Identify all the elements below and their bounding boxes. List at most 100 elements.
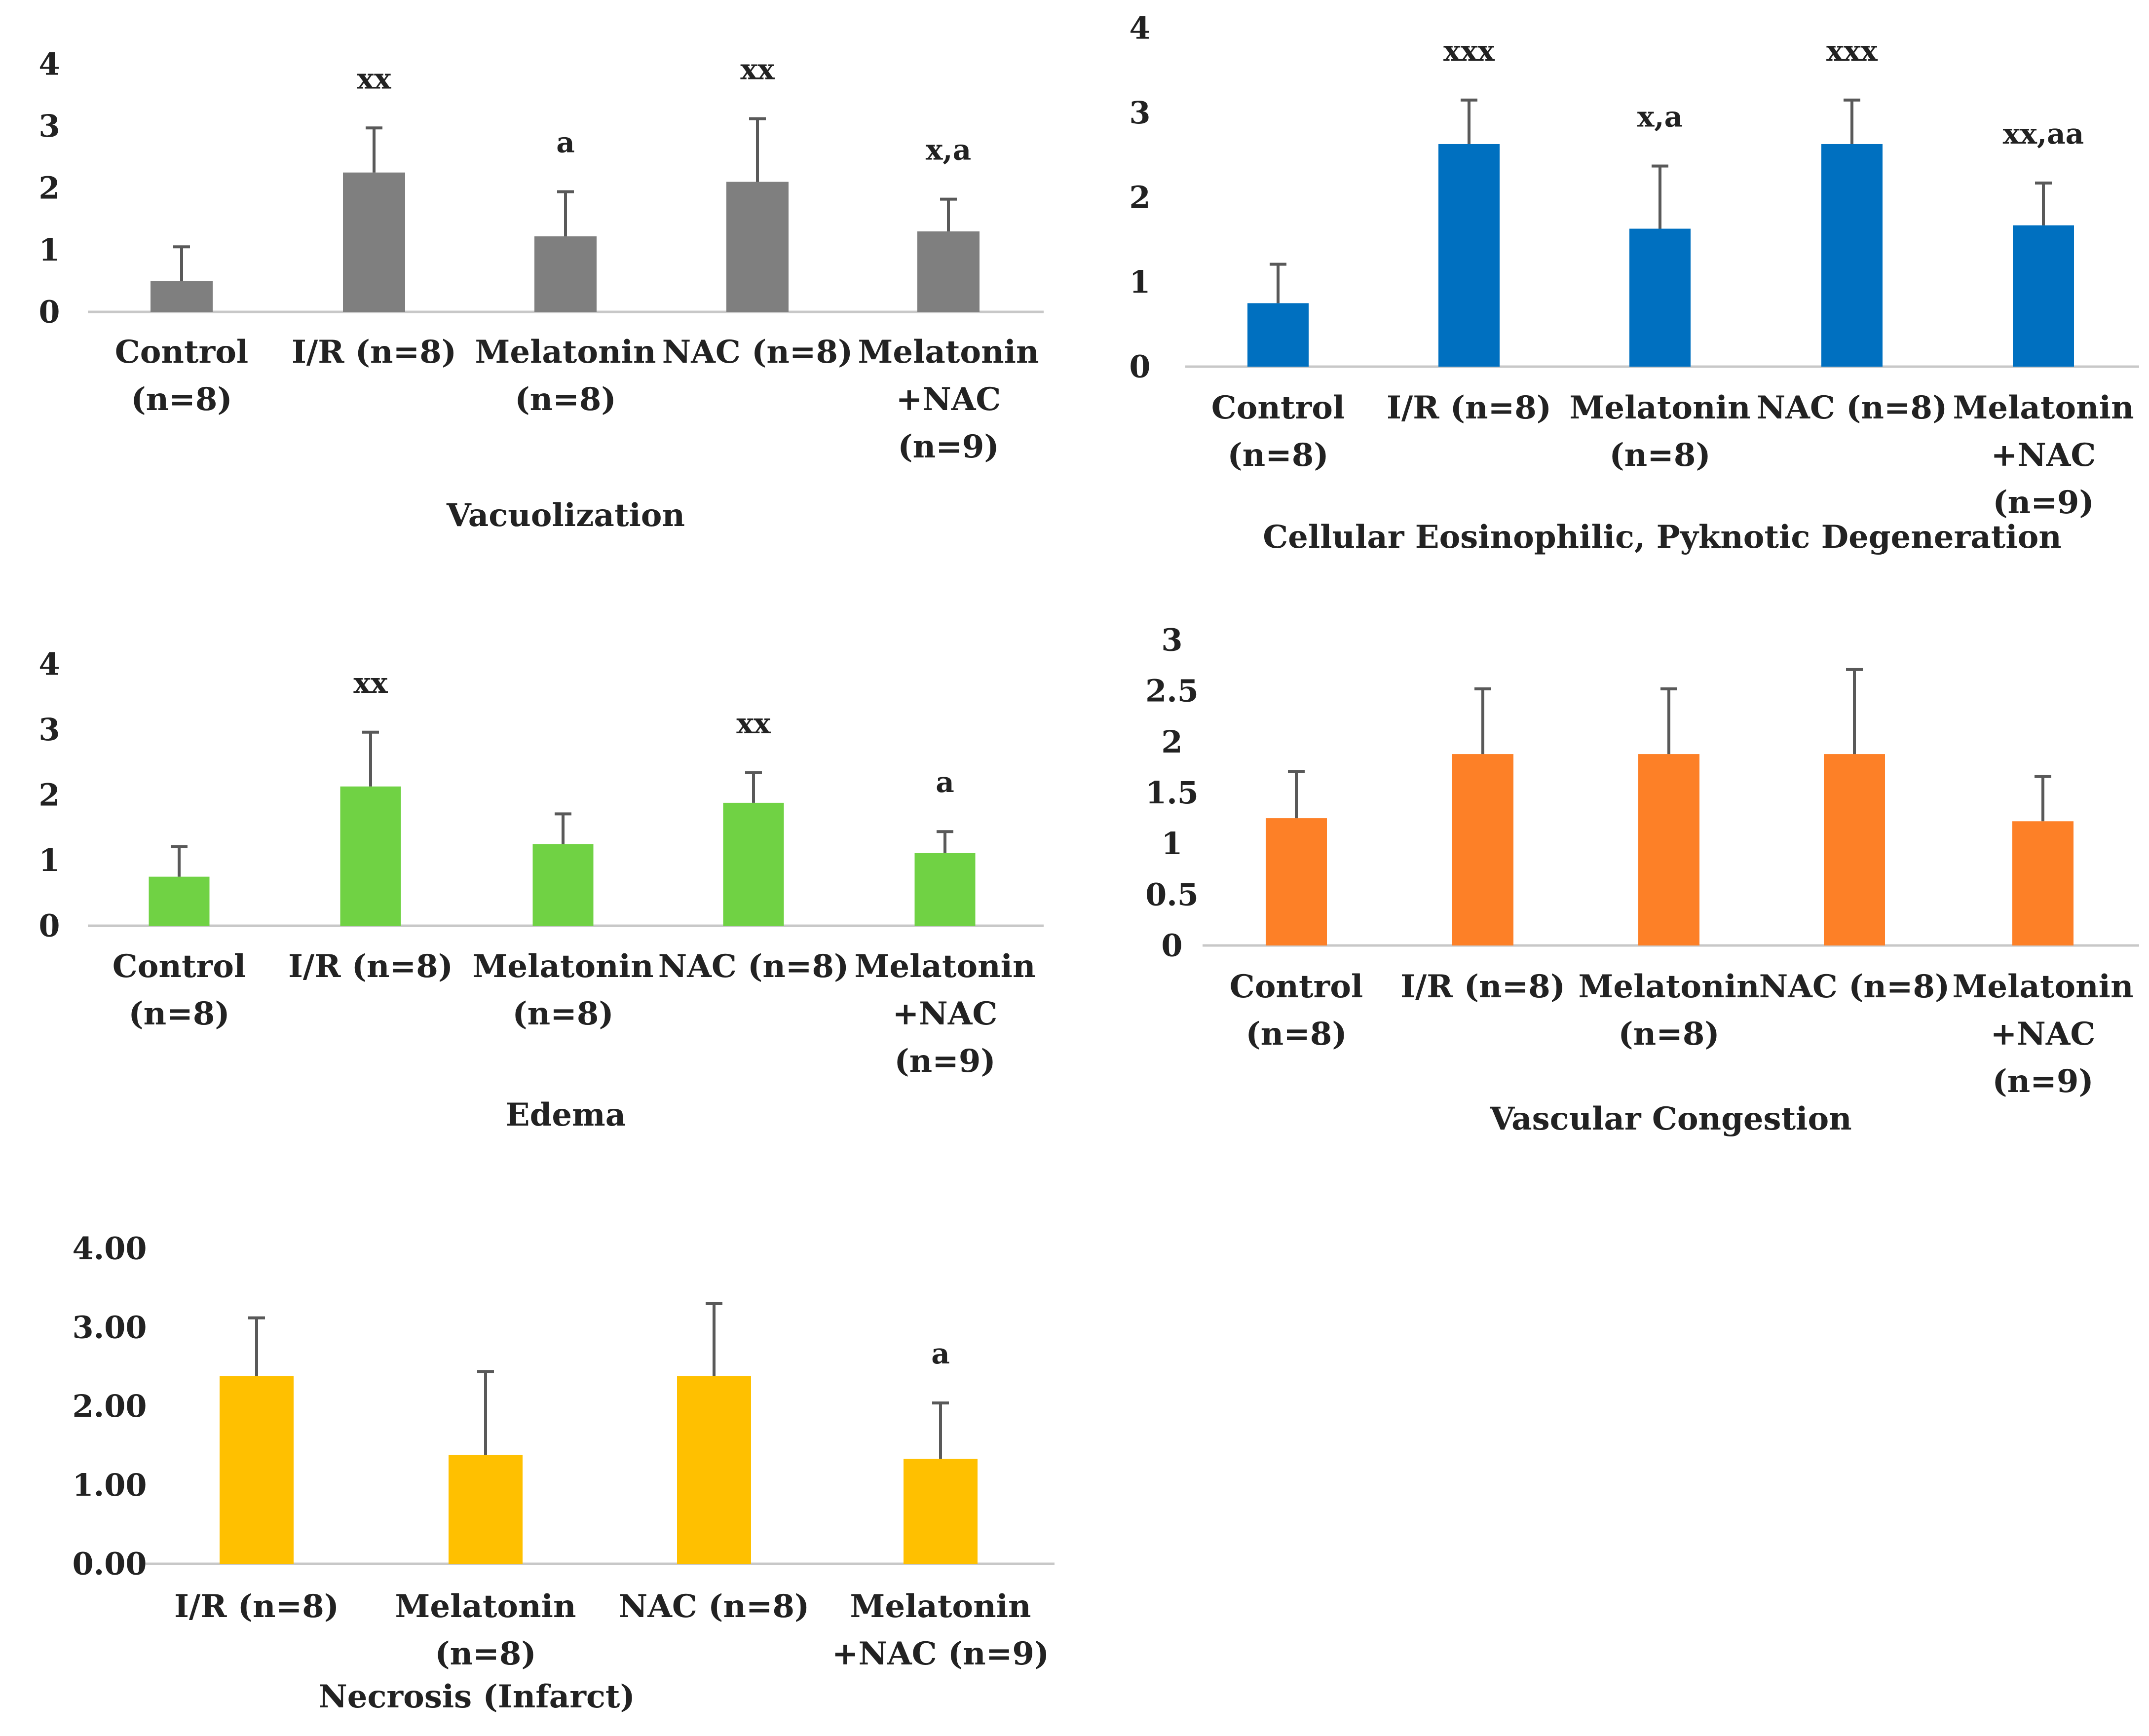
significance-label: xx,aa <box>2003 117 2084 151</box>
bar <box>1629 228 1691 367</box>
bar <box>220 1376 294 1564</box>
significance-label: xx <box>736 707 771 740</box>
chart-edema: 0 1 2 3 4 Control (n=8) xx I/R (n=8) Melatonin (n=… <box>38 646 1044 1133</box>
category-label: Melatonin (n=8) <box>475 334 656 418</box>
error-bar <box>706 1302 722 1376</box>
y-tick-label: 4 <box>1129 10 1150 46</box>
category-label: NAC (n=8) <box>1757 389 1948 426</box>
y-tick-label: 4 <box>38 46 60 82</box>
error-bar <box>557 190 574 236</box>
category-label: Melatonin (n=8) <box>395 1588 576 1672</box>
y-tick-label: 3 <box>38 712 60 748</box>
significance-label: xx <box>353 666 388 700</box>
y-tick-label: 3 <box>1161 622 1182 658</box>
y-tick-label: 3 <box>1129 95 1150 131</box>
error-bar <box>940 197 957 231</box>
chart-title: Vascular Congestion <box>1489 1100 1851 1137</box>
category-label: Melatonin (n=8) <box>1570 389 1751 474</box>
y-tick-label: 4 <box>38 646 60 682</box>
error-bar <box>2035 181 2052 226</box>
category-label: Melatonin (n=8) <box>473 948 654 1032</box>
y-tick-label: 0 <box>1129 349 1150 385</box>
significance-label: xxx <box>1826 34 1878 68</box>
error-bar <box>749 117 766 182</box>
category-label: I/R (n=8) <box>288 948 453 985</box>
chart-title: Cellular Eosinophilic, Pyknotic Degenera… <box>1263 519 2062 556</box>
bar <box>532 844 594 926</box>
y-tick-label: 2.5 <box>1145 673 1199 709</box>
bar <box>534 236 597 312</box>
y-tick-label: 0.00 <box>72 1546 147 1582</box>
bar <box>1266 818 1327 945</box>
chart-eosinophilic-degeneration: 0 1 2 3 4 Control (n=8) xxx I/R (n=8) x,a Melatoni… <box>1129 10 2139 556</box>
bar <box>449 1455 523 1564</box>
significance-label: xx <box>357 62 391 95</box>
bar <box>2012 821 2074 945</box>
significance-label: a <box>936 765 954 799</box>
category-label: Melatonin +NAC (n=9) <box>832 1588 1049 1672</box>
chart-vascular-congestion: 0 0.5 1 1.5 2 2.5 3 Control (n=8) I/R (n=8) Melato… <box>1145 622 2139 1137</box>
error-bar <box>932 1401 949 1459</box>
bar <box>726 182 789 312</box>
category-label: Control (n=8) <box>113 948 246 1032</box>
bar <box>340 786 401 926</box>
bar <box>677 1376 751 1564</box>
error-bar <box>937 830 953 853</box>
bar <box>1247 303 1309 367</box>
error-bar <box>171 845 188 877</box>
error-bar <box>745 771 762 803</box>
bar <box>723 802 784 926</box>
error-bar <box>1846 668 1863 755</box>
category-label: I/R (n=8) <box>1400 968 1565 1005</box>
y-tick-label: 2 <box>38 777 60 813</box>
category-label: NAC (n=8) <box>619 1588 810 1625</box>
category-label: NAC (n=8) <box>662 334 853 371</box>
error-bar <box>248 1316 265 1376</box>
bar <box>914 853 976 926</box>
error-bar <box>362 730 379 787</box>
category-label: NAC (n=8) <box>658 948 849 985</box>
category-label: Control (n=8) <box>1230 968 1363 1053</box>
error-bar <box>1461 98 1477 144</box>
error-bar <box>1270 263 1286 303</box>
y-tick-label: 1 <box>1161 826 1182 862</box>
error-bar <box>477 1370 494 1455</box>
category-label: Melatonin +NAC (n=9) <box>1953 389 2134 521</box>
category-label: Melatonin +NAC (n=9) <box>855 948 1036 1080</box>
significance-label: a <box>931 1337 950 1370</box>
y-tick-label: 0 <box>1161 928 1182 964</box>
y-tick-label: 3 <box>38 108 60 144</box>
significance-label: xxx <box>1443 34 1495 68</box>
y-tick-label: 0.5 <box>1145 876 1199 912</box>
y-tick-label: 2.00 <box>72 1388 147 1424</box>
y-tick-label: 1.5 <box>1145 775 1199 811</box>
error-bar <box>555 812 571 844</box>
y-tick-label: 2 <box>38 170 60 206</box>
category-label: NAC (n=8) <box>1759 968 1950 1005</box>
category-label: I/R (n=8) <box>1387 389 1551 426</box>
y-tick-label: 1.00 <box>72 1467 147 1503</box>
error-bar <box>2035 775 2051 822</box>
bar <box>149 876 210 926</box>
error-bar <box>1660 687 1677 755</box>
bar <box>904 1459 978 1564</box>
error-bar <box>366 126 382 173</box>
bar <box>2013 225 2074 367</box>
chart-title: Edema <box>506 1096 626 1133</box>
category-label: Melatonin (n=8) <box>1579 968 1760 1053</box>
y-tick-label: 1 <box>1129 264 1150 300</box>
chart-vacuolization: 0 1 2 3 4 Control (n=8) xx I/R (n=8) a Melatonin (n… <box>38 46 1044 534</box>
bar <box>917 231 980 312</box>
category-label: I/R (n=8) <box>174 1588 339 1625</box>
error-bar <box>1474 687 1491 755</box>
y-tick-label: 3.00 <box>72 1309 147 1345</box>
y-tick-label: 2 <box>1129 180 1150 216</box>
significance-label: a <box>556 126 575 159</box>
category-label: Control (n=8) <box>1211 389 1345 474</box>
category-label: Melatonin +NAC (n=9) <box>858 334 1039 465</box>
bar <box>1452 754 1513 945</box>
error-bar <box>1288 770 1305 819</box>
y-tick-label: 0 <box>38 908 60 944</box>
significance-label: x,a <box>926 133 971 167</box>
